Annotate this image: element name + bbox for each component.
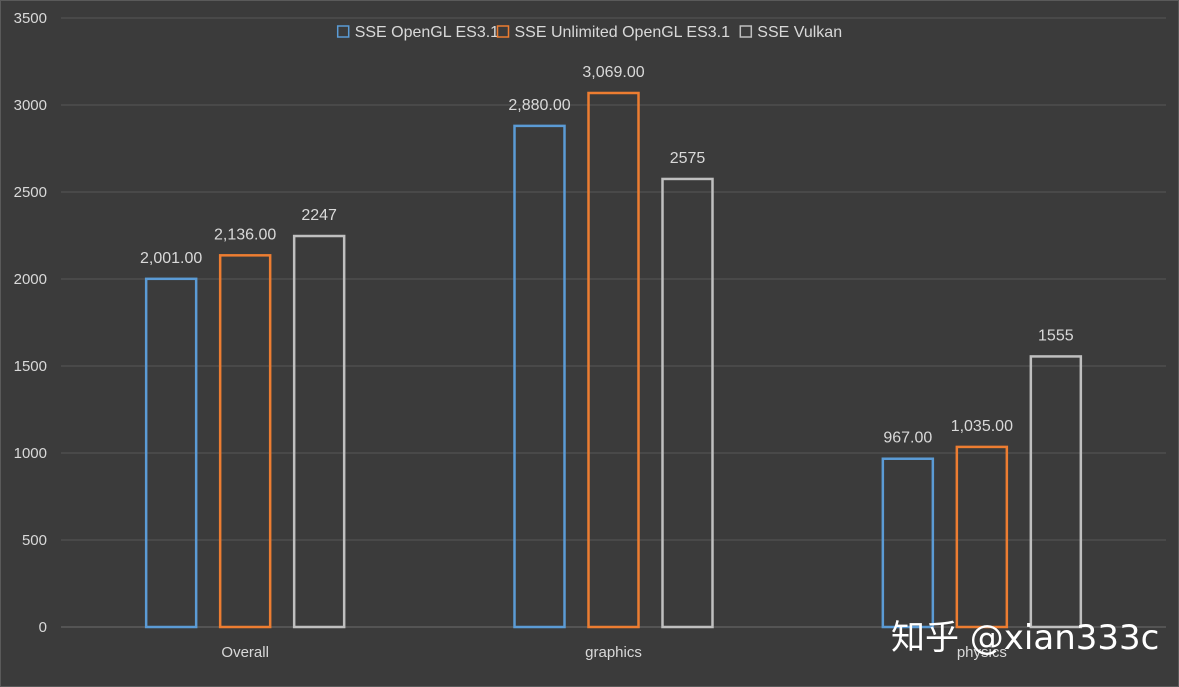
legend-item-2[interactable]: SSE Vulkan — [739, 24, 842, 41]
legend-swatch — [739, 25, 753, 38]
legend-swatch — [336, 25, 350, 38]
legend-item-1[interactable]: SSE Unlimited OpenGL ES3.1 — [496, 24, 731, 41]
data-label: 967.00 — [883, 430, 932, 447]
legend-label: SSE OpenGL ES3.1 — [355, 24, 499, 41]
bars — [144, 91, 1083, 629]
bar-physics-series-1[interactable] — [955, 445, 1009, 629]
data-labels: 2,001.00 2,136.00 2247 2,880.00 3,069.00 2575… — [140, 64, 1074, 447]
bar-overall-series-0[interactable] — [144, 277, 198, 629]
y-tick-label: 2500 — [14, 184, 47, 201]
bar-overall-series-2[interactable] — [292, 234, 346, 629]
watermark-text: 知乎 @xian333c — [891, 618, 1159, 658]
data-label: 2,136.00 — [214, 226, 276, 243]
legend-label: SSE Vulkan — [757, 24, 842, 41]
x-tick-label-graphics: graphics — [585, 644, 642, 661]
gridlines — [61, 17, 1166, 628]
data-label: 2,880.00 — [508, 97, 570, 114]
y-tick-label: 2000 — [14, 271, 47, 288]
bar-overall-series-1[interactable] — [218, 254, 272, 629]
bar-physics-series-2[interactable] — [1029, 355, 1083, 629]
data-label: 2575 — [670, 150, 706, 167]
bar-physics-series-0[interactable] — [881, 457, 935, 629]
data-label: 1,035.00 — [951, 418, 1013, 435]
data-label: 2,001.00 — [140, 250, 202, 267]
y-tick-label: 1500 — [14, 358, 47, 375]
y-tick-label: 0 — [39, 619, 47, 636]
x-tick-label-physics: physics — [957, 644, 1007, 661]
y-tick-label: 3500 — [14, 10, 47, 27]
bar-graphics-series-0[interactable] — [513, 124, 566, 629]
data-label: 1555 — [1038, 327, 1074, 344]
bar-graphics-series-2[interactable] — [661, 177, 714, 629]
legend-swatch — [496, 25, 510, 38]
y-tick-label: 3000 — [14, 97, 47, 114]
x-tick-label-overall: Overall — [221, 644, 269, 661]
data-label: 2247 — [301, 207, 337, 224]
y-tick-label: 1000 — [14, 445, 47, 462]
y-tick-label: 500 — [22, 532, 47, 549]
x-axis-ticks: Overall graphics physics — [221, 644, 1006, 661]
legend[interactable]: SSE OpenGL ES3.1 SSE Unlimited OpenGL ES3… — [336, 24, 842, 41]
legend-label: SSE Unlimited OpenGL ES3.1 — [515, 24, 731, 41]
legend-item-0[interactable]: SSE OpenGL ES3.1 — [336, 24, 499, 41]
data-label: 3,069.00 — [582, 64, 644, 81]
y-axis-ticks: 0 500 1000 1500 2000 2500 3000 3500 — [14, 10, 47, 636]
bar-graphics-series-1[interactable] — [587, 91, 640, 629]
